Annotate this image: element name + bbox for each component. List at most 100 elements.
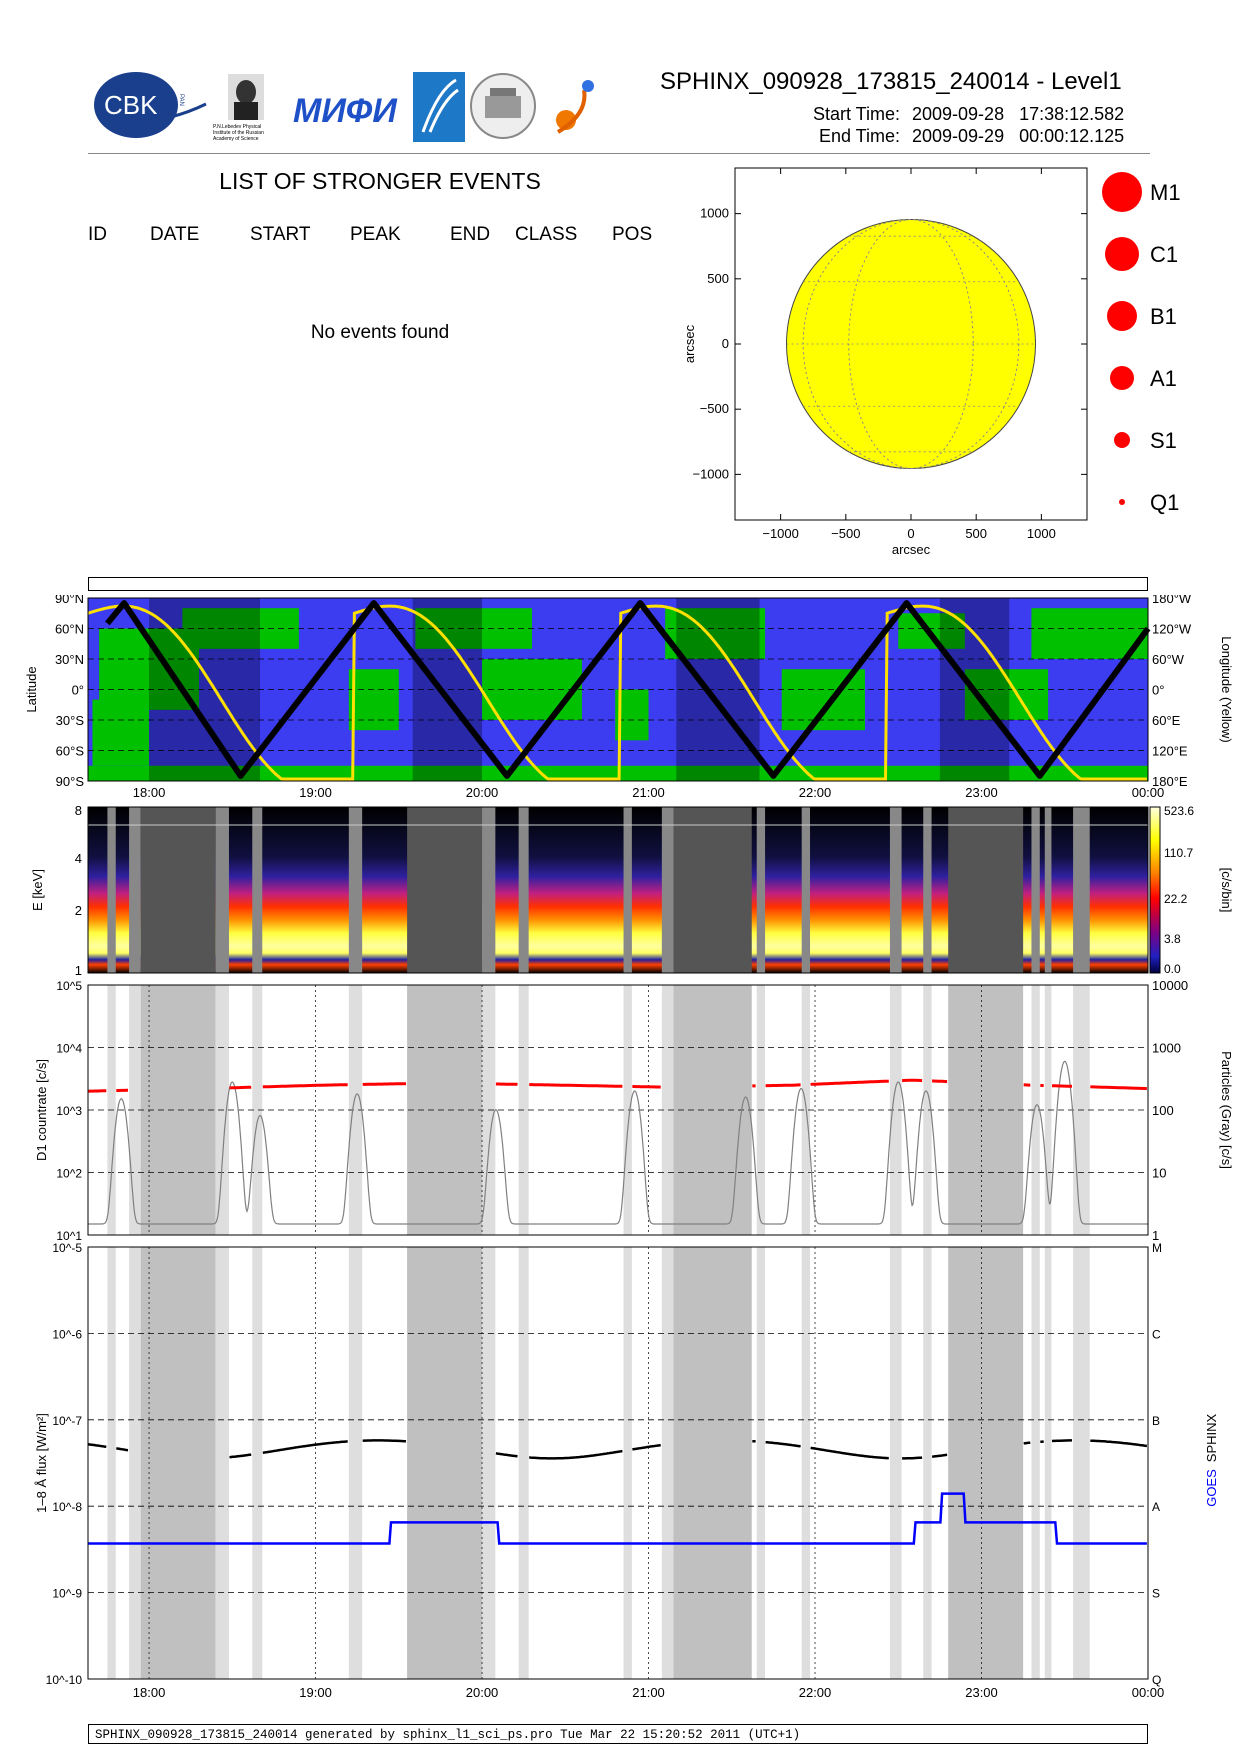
longitude-gridline — [802, 219, 1020, 469]
time-series-panels: 90°N 180°W 60°N 120°W 30°N 60°W 0° 0° 30°S 60°E 60… — [24, 595, 1234, 1700]
eclipse-shading — [348, 1247, 363, 1679]
flux-frame — [87, 1246, 1149, 1680]
lat-tick-label: 60°N — [55, 622, 84, 637]
y-tick-label: 0 — [722, 336, 729, 351]
spectrogram-gap — [1044, 807, 1052, 973]
timeline-bar — [88, 577, 1148, 591]
flare-class-marker-s1 — [1114, 432, 1130, 448]
col-end: END — [450, 224, 491, 245]
cbk-logo: CBK PAN — [94, 72, 207, 138]
flux-tick-label: 10^-7 — [52, 1414, 82, 1428]
eclipse-shading — [129, 985, 141, 1235]
flux-tick-label: 10^-5 — [52, 1241, 82, 1255]
flux-y-label: 1–8 Å flux [W/m²] — [34, 1413, 49, 1513]
energy-tick-label: 1 — [75, 963, 82, 978]
sphinx-flux-series — [87, 1439, 1148, 1460]
lat-tick-label: 0° — [72, 683, 84, 698]
longitude-curve — [87, 604, 1147, 781]
spectrogram-gap — [129, 807, 141, 973]
eclipse-shading — [923, 985, 932, 1235]
eclipse-shading — [252, 1247, 263, 1679]
countrate-tick-label: 10^5 — [56, 979, 82, 993]
lebedev-logo: P.N.Lebedev Physical Institute of the Ru… — [213, 74, 264, 142]
time-tick-label: 22:00 — [799, 1685, 832, 1700]
time-tick-label: 20:00 — [466, 785, 499, 800]
eclipse-shading — [518, 1247, 529, 1679]
sphinx-logo — [556, 80, 594, 134]
eclipse-shading — [801, 1247, 811, 1679]
y-tick-label: 1000 — [700, 206, 729, 221]
flare-class-marker-c1 — [1105, 237, 1139, 271]
eclipse-shading — [252, 985, 263, 1235]
lon-tick-label: 0° — [1152, 683, 1164, 698]
time-tick-label: 18:00 — [133, 785, 166, 800]
flare-class-label-m1: M1 — [1150, 180, 1181, 205]
spectrogram-gap — [1031, 807, 1040, 973]
goes-class-label: B — [1152, 1414, 1160, 1428]
countrate-tick-label: 10^4 — [56, 1042, 82, 1056]
eclipse-shading — [107, 1247, 116, 1679]
spectrogram-gap — [756, 807, 766, 973]
eclipse-shading — [215, 1247, 229, 1679]
orbit-y-label: Latitude — [24, 666, 39, 712]
svg-text:Institute of the Russian: Institute of the Russian — [213, 130, 264, 136]
particles-tick-label: 1 — [1152, 1228, 1159, 1243]
spectrogram-gap — [407, 807, 483, 973]
spectrogram-y-label: E [keV] — [30, 869, 45, 911]
x-tick-label: −500 — [831, 526, 860, 541]
spectrogram-gap — [348, 807, 363, 973]
y-tick-label: −500 — [700, 401, 729, 416]
no-events-message: No events found — [310, 322, 450, 343]
radiation-region — [348, 669, 399, 731]
eclipse-shading — [1031, 1247, 1040, 1679]
logo-strip: CBK PAN P.N.Lebedev Physical Institute o… — [94, 72, 594, 142]
d1-countrate-series — [87, 1078, 1147, 1093]
eclipse-shading — [482, 1247, 496, 1679]
mifi-logo: МИФИ — [293, 92, 398, 130]
colorbar — [1149, 806, 1161, 974]
svg-text:CBK: CBK — [104, 90, 158, 120]
flare-class-legend: M1 C1 B1 A1 S1 Q1 — [1102, 172, 1181, 515]
lat-tick-label: 30°N — [55, 652, 84, 667]
eclipse-shading — [129, 1247, 141, 1679]
spectrogram-gap — [1073, 807, 1090, 973]
flare-class-marker-b1 — [1107, 301, 1137, 331]
time-tick-label: 21:00 — [632, 785, 665, 800]
time-tick-label: 19:00 — [299, 1685, 332, 1700]
spectrogram-gap — [801, 807, 811, 973]
y-tick-label: 500 — [707, 271, 729, 286]
spectrogram-frame — [87, 806, 1149, 974]
spectrogram-gap — [215, 807, 229, 973]
eclipse-shading — [756, 1247, 766, 1679]
spectrogram-gap — [140, 807, 216, 973]
spectrogram-gap — [923, 807, 932, 973]
sphinx-legend-label: SPHINX — [1204, 1413, 1219, 1462]
goes-class-label: Q — [1152, 1673, 1161, 1687]
svg-text:Academy of Science: Academy of Science — [213, 136, 259, 142]
spectrogram-gap — [661, 807, 674, 973]
col-id: ID — [88, 224, 107, 245]
spectrogram-gap — [518, 807, 529, 973]
flare-class-marker-q1 — [1119, 499, 1125, 505]
particles-y-label: Particles (Gray) [c/s] — [1219, 1051, 1234, 1169]
lat-tick-label: 60°S — [56, 744, 85, 759]
lat-tick-label: 90°S — [56, 774, 85, 789]
flare-class-label-s1: S1 — [1150, 428, 1177, 453]
x-tick-label: −1000 — [762, 526, 799, 541]
goes-class-label: S — [1152, 1587, 1160, 1601]
time-tick-label: 23:00 — [965, 785, 998, 800]
colorbar-title: [c/s/bin] — [1219, 868, 1234, 913]
particles-tick-label: 10000 — [1152, 978, 1188, 993]
x-axis-label: arcsec — [892, 542, 931, 557]
eclipse-shading — [948, 1247, 1024, 1679]
radiation-region — [92, 699, 150, 766]
energy-tick-label: 2 — [75, 903, 82, 918]
time-tick-label: 22:00 — [799, 785, 832, 800]
countrate-tick-label: 10^1 — [56, 1229, 82, 1243]
eclipse-shading — [623, 1247, 632, 1679]
time-tick-label: 19:00 — [299, 785, 332, 800]
goes-class-label: A — [1152, 1500, 1160, 1514]
spectrogram-gap — [623, 807, 632, 973]
particles-series — [88, 1060, 1148, 1225]
report-title: SPHINX_090928_173815_240014 - Level1 — [660, 68, 1122, 95]
